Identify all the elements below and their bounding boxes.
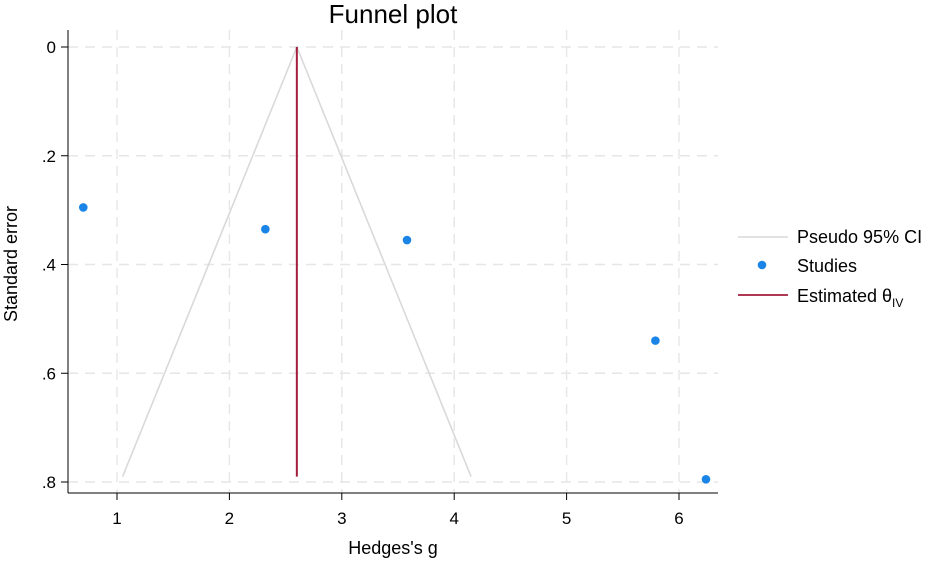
y-tick-label: .4 bbox=[42, 256, 56, 275]
x-tick-label: 3 bbox=[337, 509, 346, 528]
x-tick-label: 1 bbox=[112, 509, 121, 528]
y-ticks: 0 .2 .4 .6 .8 bbox=[42, 38, 68, 492]
y-tick-label: .8 bbox=[42, 473, 56, 492]
legend-studies-label: Studies bbox=[797, 256, 857, 276]
legend: Pseudo 95% CI Studies Estimated θIV bbox=[738, 227, 922, 310]
study-point bbox=[402, 235, 412, 245]
legend-estimate-label: Estimated θIV bbox=[797, 286, 903, 310]
x-tick-label: 5 bbox=[562, 509, 571, 528]
x-tick-label: 6 bbox=[674, 509, 683, 528]
x-tick-label: 4 bbox=[449, 509, 458, 528]
legend-estimate-subscript: IV bbox=[892, 296, 903, 310]
study-point bbox=[78, 203, 88, 212]
legend-studies-swatch bbox=[757, 260, 767, 270]
legend-ci-label: Pseudo 95% CI bbox=[797, 227, 922, 247]
study-point bbox=[651, 336, 660, 345]
series bbox=[78, 44, 711, 484]
y-tick-label: .2 bbox=[42, 147, 56, 166]
legend-estimate-name: Estimated θ bbox=[797, 286, 892, 306]
x-axis-title: Hedges's g bbox=[348, 538, 438, 558]
x-ticks: 1 2 3 4 5 6 bbox=[112, 493, 684, 528]
y-tick-label: 0 bbox=[47, 38, 56, 57]
axes bbox=[67, 30, 718, 494]
chart-title: Funnel plot bbox=[329, 0, 458, 29]
x-tick-label: 2 bbox=[225, 509, 234, 528]
study-point bbox=[701, 474, 711, 484]
grid-lines bbox=[68, 30, 718, 493]
study-point bbox=[261, 224, 270, 234]
y-tick-label: .6 bbox=[42, 364, 56, 383]
y-axis-title: Standard error bbox=[1, 206, 21, 322]
